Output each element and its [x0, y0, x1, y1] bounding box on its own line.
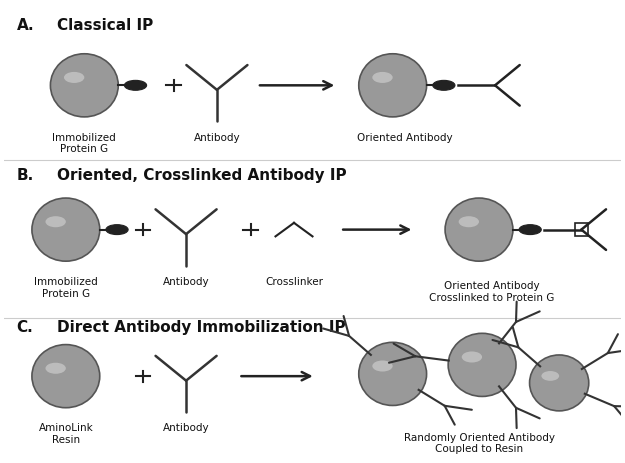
- Text: AminoLink
Resin: AminoLink Resin: [39, 424, 93, 445]
- Ellipse shape: [32, 198, 100, 261]
- Ellipse shape: [529, 355, 589, 411]
- Ellipse shape: [46, 363, 66, 374]
- Ellipse shape: [459, 216, 479, 227]
- Text: Antibody: Antibody: [162, 277, 209, 287]
- Text: Immobilized
Protein G: Immobilized Protein G: [52, 133, 116, 154]
- Ellipse shape: [372, 361, 392, 371]
- Text: Oriented Antibody: Oriented Antibody: [357, 133, 452, 143]
- Ellipse shape: [432, 81, 455, 90]
- Text: Direct Antibody Immobilization IP: Direct Antibody Immobilization IP: [57, 320, 345, 335]
- Text: B.: B.: [16, 168, 34, 183]
- Text: Classical IP: Classical IP: [57, 18, 153, 33]
- Text: C.: C.: [16, 320, 33, 335]
- Ellipse shape: [359, 54, 427, 117]
- Text: Randomly Oriented Antibody
Coupled to Resin: Randomly Oriented Antibody Coupled to Re…: [404, 432, 554, 454]
- Ellipse shape: [106, 225, 128, 235]
- Text: Antibody: Antibody: [162, 424, 209, 433]
- Ellipse shape: [462, 351, 482, 363]
- Text: Oriented, Crosslinked Antibody IP: Oriented, Crosslinked Antibody IP: [57, 168, 346, 183]
- Ellipse shape: [359, 342, 427, 406]
- Ellipse shape: [32, 344, 100, 408]
- Ellipse shape: [445, 198, 513, 261]
- Ellipse shape: [519, 225, 541, 235]
- Ellipse shape: [541, 371, 559, 381]
- Ellipse shape: [372, 72, 392, 83]
- Ellipse shape: [64, 72, 84, 83]
- Text: A.: A.: [16, 18, 34, 33]
- Ellipse shape: [448, 333, 516, 396]
- Ellipse shape: [124, 81, 147, 90]
- Ellipse shape: [51, 54, 118, 117]
- Text: Immobilized
Protein G: Immobilized Protein G: [34, 277, 98, 299]
- Text: Crosslinker: Crosslinker: [265, 277, 323, 287]
- Text: Antibody: Antibody: [194, 133, 240, 143]
- Ellipse shape: [46, 216, 66, 227]
- Text: Oriented Antibody
Crosslinked to Protein G: Oriented Antibody Crosslinked to Protein…: [429, 282, 554, 303]
